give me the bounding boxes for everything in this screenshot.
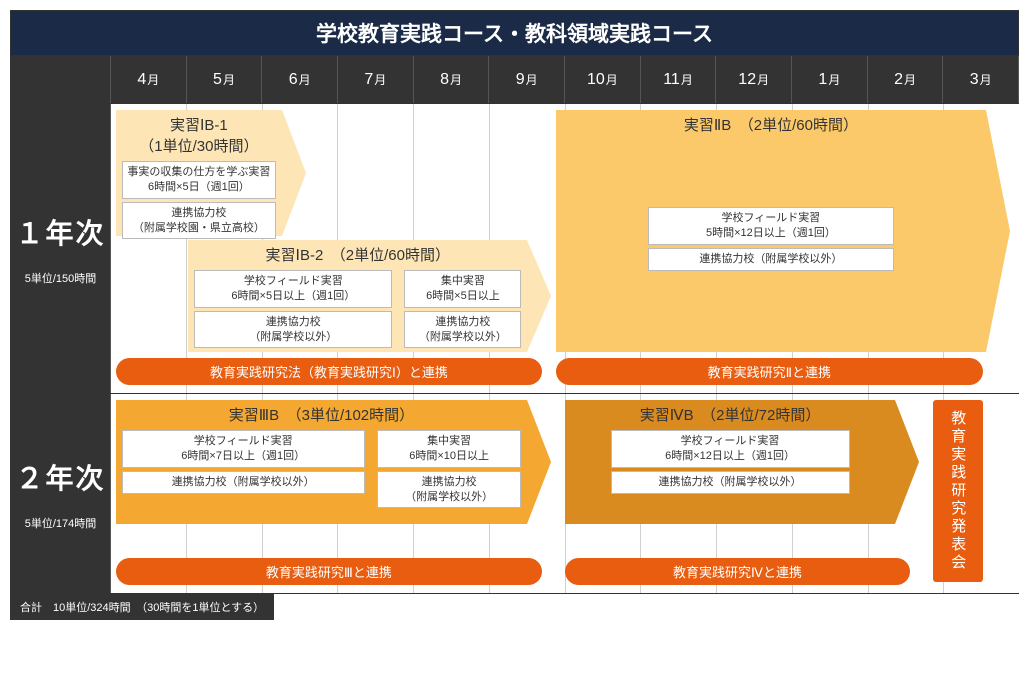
footer-summary: 合計 10単位/324時間 （30時間を1単位とする） <box>10 594 274 620</box>
year1-label-sub: 5単位/150時間 <box>25 270 97 286</box>
info-box: 学校フィールド実習6時間×5日以上（週1回） <box>194 270 392 308</box>
presentation-box: 教育実践研究発表会 <box>933 400 983 582</box>
info-box: 連携協力校（附属学校園・県立高校） <box>122 202 277 240</box>
practicum-block: 実習ⅢB （3単位/102時間） 学校フィールド実習6時間×7日以上（週1回） 連携… <box>116 400 552 524</box>
year2-row: ２年次 5単位/174時間 実習ⅢB （3単位/102時間） 学校フィールド実習6… <box>11 394 1019 594</box>
year2-content: 実習ⅢB （3単位/102時間） 学校フィールド実習6時間×7日以上（週1回） 連携… <box>111 394 1019 593</box>
block-title: 実習ⅠB-2 （2単位/60時間） <box>188 240 527 267</box>
month-cell: 12月 <box>716 56 792 103</box>
month-cell: 6月 <box>262 56 338 103</box>
info-box: 学校フィールド実習6時間×7日以上（週1回） <box>122 430 365 468</box>
year1-label-big: １年次 <box>15 212 105 252</box>
block-title: 実習ⅣB （2単位/72時間） <box>565 400 895 427</box>
month-cell: 9月 <box>489 56 565 103</box>
year1-body: 実習ⅠB-1（1単位/30時間）事実の収集の仕方を学ぶ実習6時間×5日（週1回）… <box>111 104 1019 393</box>
linkage-bar: 教育実践研究Ⅳと連携 <box>565 558 910 585</box>
year2-label: ２年次 5単位/174時間 <box>11 394 111 593</box>
info-box: 集中実習6時間×10日以上 <box>377 430 522 468</box>
month-cell: 4月 <box>111 56 187 103</box>
month-cell: 2月 <box>868 56 944 103</box>
practicum-block: 実習ⅠB-2 （2単位/60時間）学校フィールド実習6時間×5日以上（週1回）連… <box>188 240 551 352</box>
months-row: 4月5月6月7月8月9月10月11月12月1月2月3月 <box>11 56 1019 104</box>
info-box: 連携協力校（附属学校以外） <box>377 471 522 509</box>
month-cell: 7月 <box>338 56 414 103</box>
schedule-grid: 4月5月6月7月8月9月10月11月12月1月2月3月 １年次 5単位/150時… <box>10 56 1019 594</box>
year1-content: 実習ⅠB-1（1単位/30時間）事実の収集の仕方を学ぶ実習6時間×5日（週1回）… <box>111 104 1019 393</box>
year2-label-big: ２年次 <box>15 457 105 497</box>
diagram-root: 学校教育実践コース・教科領域実践コース 4月5月6月7月8月9月10月11月12… <box>0 0 1029 688</box>
linkage-bar: 教育実践研究法（教育実践研究Ⅰ）と連携 <box>116 358 543 385</box>
practicum-block: 実習ⅣB （2単位/72時間） 学校フィールド実習6時間×12日以上（週1回） 連携… <box>565 400 919 524</box>
practicum-block: 実習ⅠB-1（1単位/30時間）事実の収集の仕方を学ぶ実習6時間×5日（週1回）… <box>116 110 307 236</box>
linkage-bar: 教育実践研究Ⅱと連携 <box>556 358 983 385</box>
practicum-block: 実習ⅡB （2単位/60時間） 学校フィールド実習5時間×12日以上（週1回） 連携… <box>556 110 1010 352</box>
page-title: 学校教育実践コース・教科領域実践コース <box>10 10 1019 56</box>
info-box: 学校フィールド実習5時間×12日以上（週1回） <box>648 207 894 245</box>
block-title: 実習ⅡB （2単位/60時間） <box>556 110 986 137</box>
month-cell: 5月 <box>187 56 263 103</box>
info-box: 連携協力校（附属学校以外） <box>648 248 894 271</box>
year1-label: １年次 5単位/150時間 <box>11 104 111 393</box>
info-box: 連携協力校（附属学校以外） <box>122 471 365 494</box>
month-cell: 1月 <box>792 56 868 103</box>
year2-label-sub: 5単位/174時間 <box>25 515 97 531</box>
block-title: 実習ⅢB （3単位/102時間） <box>116 400 528 427</box>
month-cell: 3月 <box>943 56 1019 103</box>
block-title: 実習ⅠB-1（1単位/30時間） <box>116 110 283 158</box>
year1-row: １年次 5単位/150時間 実習ⅠB-1（1単位/30時間）事実の収集の仕方を学… <box>11 104 1019 394</box>
info-box: 連携協力校（附属学校以外） <box>611 471 850 494</box>
info-box: 学校フィールド実習6時間×12日以上（週1回） <box>611 430 850 468</box>
month-cell: 8月 <box>414 56 490 103</box>
month-cell: 11月 <box>641 56 717 103</box>
info-box: 連携協力校（附属学校以外） <box>404 311 521 349</box>
info-box: 連携協力校（附属学校以外） <box>194 311 392 349</box>
linkage-bar: 教育実践研究Ⅲと連携 <box>116 558 543 585</box>
month-cell: 10月 <box>565 56 641 103</box>
year2-body: 実習ⅢB （3単位/102時間） 学校フィールド実習6時間×7日以上（週1回） 連携… <box>111 394 1019 593</box>
info-box: 事実の収集の仕方を学ぶ実習6時間×5日（週1回） <box>122 161 277 199</box>
info-box: 集中実習6時間×5日以上 <box>404 270 521 308</box>
months-row-spacer <box>11 56 111 103</box>
